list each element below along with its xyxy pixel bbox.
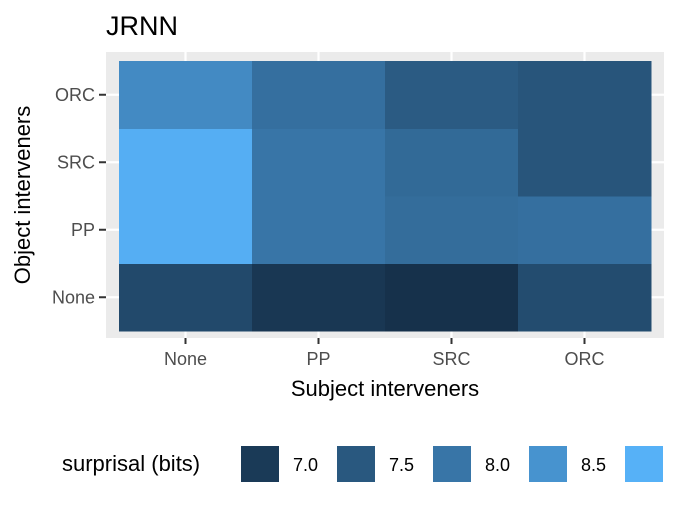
x-axis-title: Subject interveners <box>291 376 479 401</box>
heatmap-cell-src-src <box>385 128 519 197</box>
x-axis-ticks: None PP SRC ORC <box>164 338 605 369</box>
heatmap-cell-src-orc <box>518 128 652 197</box>
legend-label: 7.0 <box>293 455 318 475</box>
heatmap-cell-orc-src <box>385 61 519 129</box>
heatmap-cell-pp-pp <box>252 196 386 264</box>
chart-title: JRNN <box>106 11 178 41</box>
heatmap-cell-none-none <box>119 263 253 332</box>
heatmap-cell-none-orc <box>518 263 652 332</box>
x-tick-label: SRC <box>432 349 470 369</box>
heatmap-cell-src-pp <box>252 128 386 197</box>
y-tick-label: SRC <box>57 152 95 172</box>
legend-swatch <box>529 446 567 482</box>
legend-label: 7.5 <box>389 455 414 475</box>
heatmap-cell-orc-pp <box>252 61 386 129</box>
legend-label: 8.5 <box>581 455 606 475</box>
heatmap-cells <box>119 61 652 332</box>
heatmap-cell-none-pp <box>252 263 386 332</box>
legend-swatch <box>625 446 663 482</box>
heatmap-cell-src-none <box>119 128 253 197</box>
heatmap-cell-pp-src <box>385 196 519 264</box>
heatmap-cell-orc-none <box>119 61 253 129</box>
legend-swatch <box>337 446 375 482</box>
x-tick-label: ORC <box>565 349 605 369</box>
heatmap-cell-pp-orc <box>518 196 652 264</box>
legend-swatch <box>241 446 279 482</box>
x-tick-label: None <box>164 349 207 369</box>
legend: 7.0 7.5 8.0 8.5 <box>241 446 663 482</box>
y-tick-label: PP <box>71 220 95 240</box>
legend-label: 8.0 <box>485 455 510 475</box>
y-tick-label: None <box>52 287 95 307</box>
legend-swatch <box>433 446 471 482</box>
y-axis-ticks: None PP SRC ORC <box>52 85 106 307</box>
legend-title: surprisal (bits) <box>62 451 200 476</box>
y-axis-title: Object interveners <box>10 106 35 285</box>
heatmap-cell-orc-orc <box>518 61 652 129</box>
heatmap-cell-pp-none <box>119 196 253 264</box>
x-tick-label: PP <box>306 349 330 369</box>
heatmap-cell-none-src <box>385 263 519 332</box>
y-tick-label: ORC <box>55 85 95 105</box>
